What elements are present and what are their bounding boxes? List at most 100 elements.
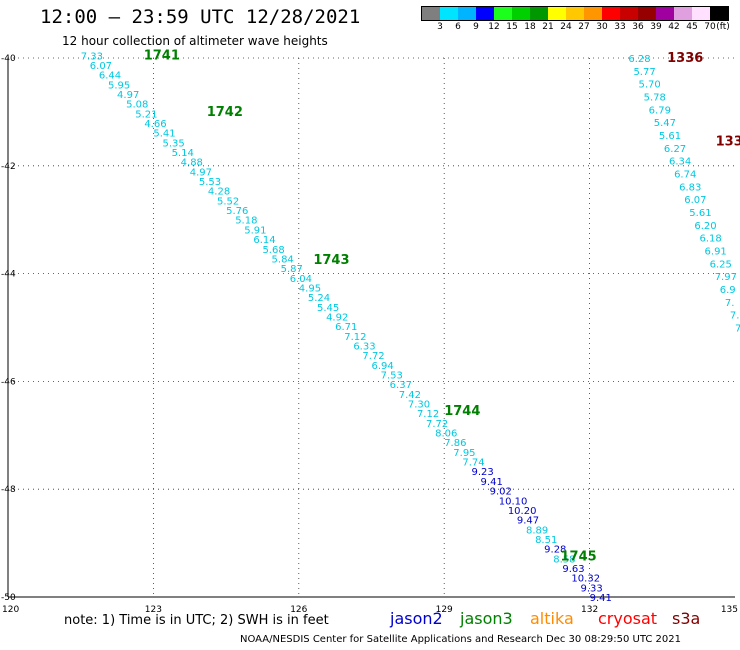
legend-swatch (440, 7, 458, 20)
swh-value: 5.84 (272, 254, 294, 265)
legend-tick-label: 30 (596, 22, 608, 32)
legend-ticks: 3 6 9 12 15 18 21 24 27 30 33 36 39 42 45 70 (ft) (421, 21, 730, 35)
swh-value: 7.33 (81, 51, 103, 62)
latitude-label: -50 (1, 593, 16, 603)
swh-value: 7.12 (417, 409, 439, 420)
legend-swatch (620, 7, 638, 20)
swh-value: 7.12 (344, 332, 366, 343)
swh-value: 6.28 (628, 54, 650, 65)
legend-swatch (494, 7, 512, 20)
swh-value: 6.25 (710, 259, 732, 270)
swh-value: 9.23 (471, 467, 493, 478)
time-label: 1742 (207, 105, 243, 120)
legend-tick-label: 36 (632, 22, 644, 32)
swh-value: 7.72 (426, 419, 448, 430)
satellite-legend-s3a: s3a (672, 609, 701, 628)
swh-value: 4.95 (299, 283, 321, 294)
longitude-label: 132 (581, 605, 598, 615)
satellite-legend-jason2: jason2 (390, 609, 443, 628)
swh-value: 5.24 (308, 293, 330, 304)
legend-tick-label: 9 (473, 22, 479, 32)
map-grid (7, 57, 735, 598)
swh-value: 6.37 (390, 380, 412, 391)
swh-value: 5.21 (135, 109, 157, 120)
swh-value: 5.61 (689, 208, 711, 219)
legend-tick-label: 27 (578, 22, 590, 32)
legend-tick-label: 21 (542, 22, 554, 32)
swh-value: 6.14 (253, 235, 275, 246)
swh-value: 5.47 (654, 118, 676, 129)
legend-swatch (530, 7, 548, 20)
swh-value: 6.33 (353, 341, 375, 352)
time-label: 133 (716, 135, 740, 150)
legend-swatch (548, 7, 566, 20)
swh-value: 9.02 (490, 487, 512, 498)
legend-swatch (692, 7, 710, 20)
swh-value: 7.72 (362, 351, 384, 362)
legend-unit-label: (ft) (716, 22, 730, 32)
swh-value: 5.45 (317, 303, 339, 314)
legend-tick-label: 33 (614, 22, 626, 32)
latitude-label: -42 (1, 162, 16, 172)
swh-value: 8.06 (435, 429, 457, 440)
legend-swatch (710, 7, 728, 20)
swh-value: 6.71 (335, 322, 357, 333)
swh-value: 9.63 (562, 564, 584, 575)
swh-value: 5.78 (644, 93, 666, 104)
jason3-track: 7.336.076.445.954.975.085.214.665.415.35… (81, 48, 612, 604)
swh-value: 5.68 (262, 245, 284, 256)
time-label: 1743 (313, 253, 349, 268)
longitude-label: 135 (721, 605, 738, 615)
swh-value: 4.88 (181, 158, 203, 169)
legend-tick-label: 42 (668, 22, 680, 32)
legend-swatch (656, 7, 674, 20)
legend-tick-label: 70 (704, 22, 716, 32)
swh-value: 7. (730, 311, 740, 322)
swh-value: 7.86 (444, 438, 466, 449)
latitude-label: -40 (1, 54, 16, 64)
swh-value: 4.92 (326, 312, 348, 323)
swh-value: 6.07 (90, 61, 112, 72)
swh-value: 6.34 (669, 157, 691, 168)
swh-value: 5.91 (244, 225, 266, 236)
s3a-track: 6.28 5.77 5.70 5.786.79 5.47 5.61 6.27 6.34 6.74… (628, 51, 740, 335)
longitude-label: 126 (290, 605, 307, 615)
swh-value: 6.07 (684, 195, 706, 206)
legend-swatch (674, 7, 692, 20)
swh-value: 6.79 (649, 105, 671, 116)
swh-value: 7.42 (399, 390, 421, 401)
swh-value: 6.44 (99, 71, 121, 82)
time-label: 1336 (667, 51, 703, 66)
swh-value: 7.74 (462, 458, 484, 469)
legend-swatch (458, 7, 476, 20)
swh-value: 6.27 (664, 144, 686, 155)
credit-line: NOAA/NESDIS Center for Satellite Applica… (240, 634, 682, 645)
legend-swatch (602, 7, 620, 20)
satellite-legend-jason3: jason3 (460, 609, 513, 628)
swh-value: 5.76 (226, 206, 248, 217)
swh-value: 5.87 (281, 264, 303, 275)
swh-value: 5.14 (172, 148, 194, 159)
swh-value: 6.18 (699, 234, 721, 245)
page-title: 12:00 – 23:59 UTC 12/28/2021 (40, 6, 361, 28)
legend-tick-label: 18 (524, 22, 536, 32)
latitude-label: -46 (1, 377, 16, 387)
swh-value: 9.33 (581, 583, 603, 594)
swh-value: 10.20 (508, 506, 537, 517)
legend-swatch (584, 7, 602, 20)
legend-tick-label: 3 (437, 22, 443, 32)
swh-value: 5.08 (126, 100, 148, 111)
swh-value: 10.32 (571, 574, 600, 585)
swh-value: 5.35 (162, 138, 184, 149)
swh-value: 5.61 (659, 131, 681, 142)
latitude-label: -44 (1, 270, 16, 280)
swh-value: 9.28 (544, 545, 566, 556)
legend-swatch (512, 7, 530, 20)
swh-value: 6.83 (679, 182, 701, 193)
swh-value: 7.30 (408, 400, 430, 411)
time-label: 1745 (561, 550, 597, 565)
legend-swatch (476, 7, 494, 20)
swh-value: 8.51 (535, 535, 557, 546)
swh-value: 8.89 (526, 525, 548, 536)
swh-value: 6.04 (290, 274, 312, 285)
